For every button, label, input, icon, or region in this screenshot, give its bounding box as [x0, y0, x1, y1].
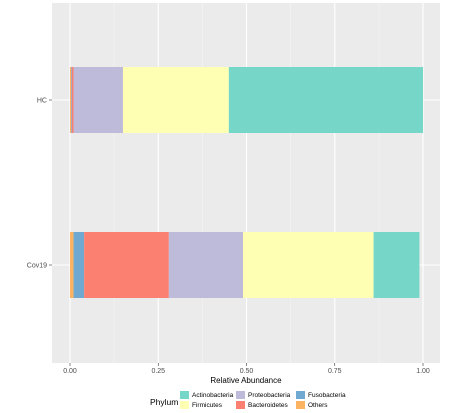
axis-layer: 0.00 0.25 0.50 0.75 1.00 HC Cov19 — [27, 98, 430, 376]
y-tick-label: HC — [37, 98, 47, 105]
x-axis-title: Relative Abundance — [210, 376, 282, 385]
legend-label: Bacteroidetes — [248, 401, 288, 409]
legend-label: Firmicutes — [192, 401, 222, 409]
bar-segment-fusobacteria — [71, 67, 72, 133]
legend-item: Actinobacteria — [180, 390, 233, 400]
bar-segment-actinobacteria — [228, 67, 423, 133]
x-tick-label: 1.00 — [416, 368, 430, 375]
bar-segment-proteobacteria — [168, 232, 243, 298]
legend-item: Proteobacteria — [236, 390, 290, 400]
legend-item: Fusobacteria — [296, 390, 346, 400]
bar-segment-proteobacteria — [73, 67, 123, 133]
x-tick-label: 0.25 — [151, 368, 165, 375]
legend: Phylum Actinobacteria Firmicutes Proteobac… — [150, 390, 470, 412]
bar-segment-fusobacteria — [73, 232, 85, 298]
legend-key — [180, 391, 189, 399]
legend-label: Actinobacteria — [192, 391, 234, 399]
legend-item: Bacteroidetes — [236, 400, 288, 410]
legend-title: Phylum — [150, 397, 179, 407]
legend-label: Fusobacteria — [308, 391, 346, 399]
bar-segment-bacteroidetes — [84, 232, 169, 298]
legend-key — [180, 401, 189, 409]
legend-key — [296, 401, 305, 409]
legend-item: Others — [296, 400, 328, 410]
x-tick-label: 0.75 — [328, 368, 342, 375]
bar-layer — [70, 67, 423, 298]
legend-key — [236, 401, 245, 409]
legend-label: Others — [308, 401, 328, 409]
bar-segment-bacteroidetes — [71, 67, 74, 133]
legend-key — [296, 391, 305, 399]
bar-segment-others — [70, 232, 74, 298]
bar-segment-firmicutes — [122, 67, 229, 133]
legend-item: Firmicutes — [180, 400, 222, 410]
x-tick-label: 0.50 — [240, 368, 254, 375]
bar-segment-others — [70, 67, 72, 133]
bar-segment-firmicutes — [242, 232, 374, 298]
x-tick-label: 0.00 — [63, 368, 77, 375]
legend-label: Proteobacteria — [248, 391, 291, 399]
legend-key — [236, 391, 245, 399]
bar-segment-actinobacteria — [373, 232, 420, 298]
y-tick-label: Cov19 — [27, 263, 47, 270]
